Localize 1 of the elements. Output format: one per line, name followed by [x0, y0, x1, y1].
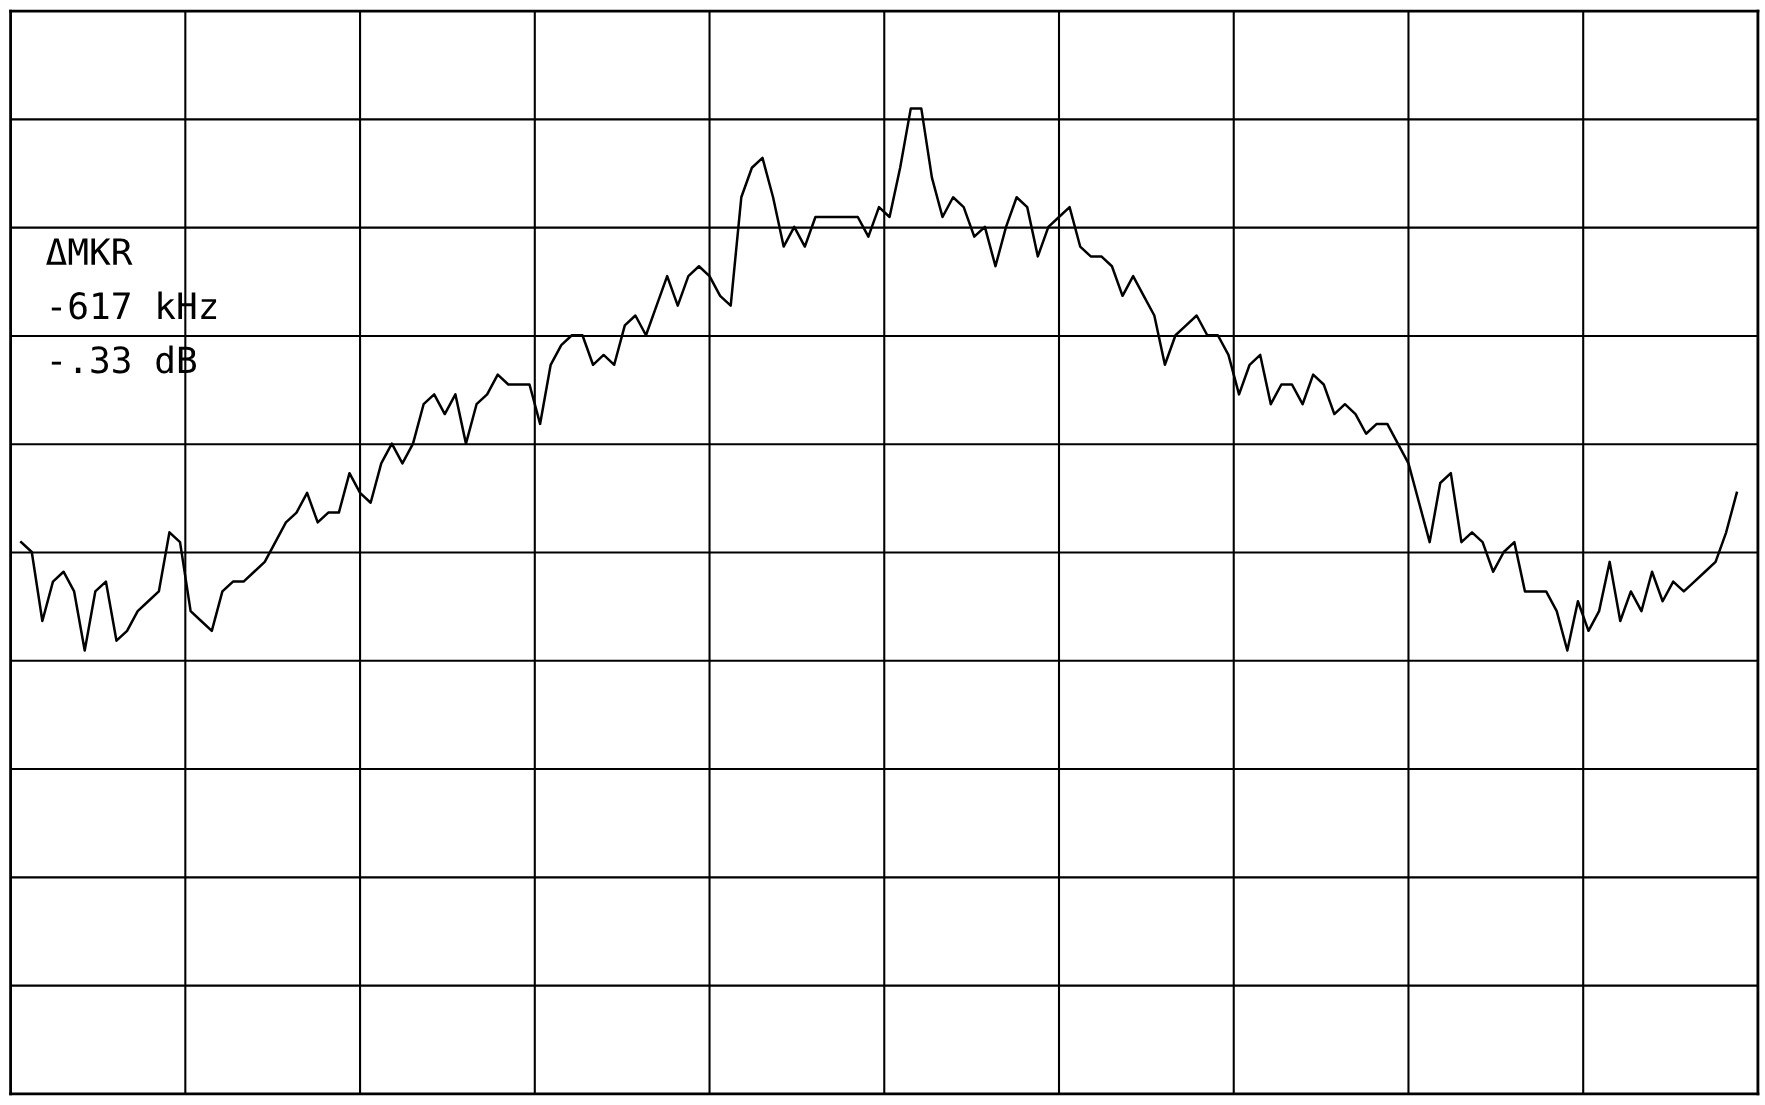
- annotation: ΔMKR: [46, 238, 133, 265]
